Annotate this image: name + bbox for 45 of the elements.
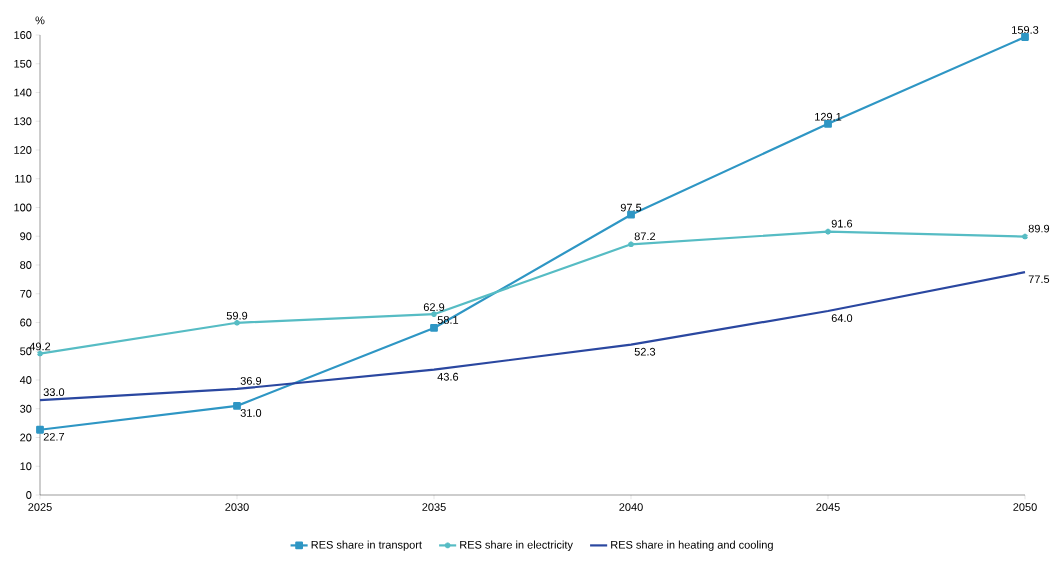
- point: [233, 401, 241, 410]
- y-tick-label: 40: [19, 376, 32, 384]
- y-tick-label: 30: [20, 404, 32, 413]
- x-tick-label: 2035: [422, 503, 446, 511]
- y-tick-label: 130: [14, 117, 32, 126]
- legend-label: RES share in transport: [311, 540, 422, 551]
- y-tick-label: 90: [20, 232, 32, 241]
- y-tick-label: 100: [14, 203, 32, 212]
- y-tick-label: 10: [20, 462, 32, 471]
- data-label: 77.5: [1028, 275, 1050, 284]
- x-tick-label: 2040: [619, 503, 643, 511]
- legend-label: RES share in heating and cooling: [611, 540, 773, 551]
- x-tick-label: 2030: [225, 503, 249, 511]
- data-label: 97.5: [620, 203, 642, 212]
- data-label: 43.6: [437, 372, 459, 381]
- point: [430, 324, 438, 332]
- y-tick-label: 120: [14, 146, 32, 154]
- y-axis-title: %: [35, 16, 45, 25]
- y-tick-label: 80: [20, 261, 32, 269]
- y-tick-label: 140: [14, 88, 32, 97]
- y-tick-label: 110: [15, 174, 32, 183]
- y-tick-label: 150: [14, 59, 32, 68]
- y-tick-label: 60: [20, 318, 32, 327]
- data-label: 31.0: [240, 409, 262, 417]
- x-tick-label: 2045: [816, 503, 840, 511]
- data-label: 159.3: [1012, 26, 1039, 34]
- data-label: 22.7: [43, 432, 65, 441]
- y-tick-label: 0: [26, 491, 32, 499]
- data-label: 91.6: [831, 219, 853, 228]
- data-label: 59.9: [226, 311, 248, 320]
- point: [36, 425, 44, 434]
- x-tick-label: 2050: [1013, 503, 1037, 511]
- y-tick-label: 20: [20, 433, 32, 442]
- data-label: 62.9: [423, 303, 445, 311]
- x-tick-label: 2025: [28, 503, 52, 511]
- data-label: 52.3: [634, 347, 656, 356]
- legend-label: RES share in electricity: [460, 540, 573, 551]
- data-label: 36.9: [240, 377, 262, 385]
- y-tick-label: 160: [14, 31, 32, 39]
- data-label: 64.0: [831, 314, 853, 322]
- y-tick-label: 70: [20, 289, 32, 298]
- data-label: 89.9: [1028, 224, 1050, 233]
- data-label: 33.0: [43, 388, 65, 397]
- data-label: 87.2: [634, 232, 656, 241]
- data-label: 129.1: [815, 112, 842, 121]
